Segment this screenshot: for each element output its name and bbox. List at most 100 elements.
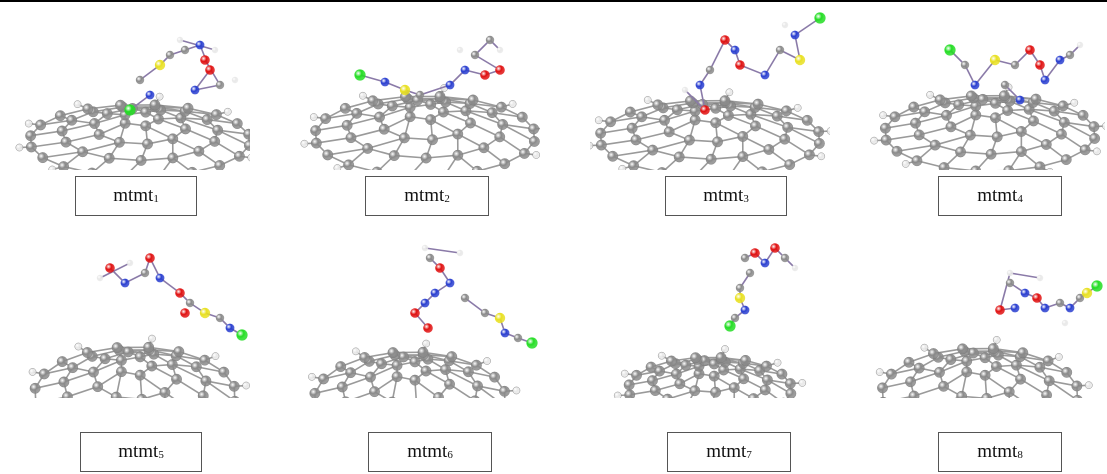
atom-o — [1025, 45, 1035, 55]
atom-o — [735, 60, 745, 70]
top-rule — [0, 0, 1107, 2]
atom-o — [1032, 293, 1042, 303]
atom-c — [425, 253, 435, 263]
atom-n — [120, 278, 130, 288]
atom-o — [175, 288, 185, 298]
atom-n — [760, 258, 770, 268]
label-subscript: 7 — [746, 449, 752, 461]
label-subscript: 4 — [1017, 193, 1023, 205]
atom-o — [205, 65, 215, 75]
atom-o — [750, 248, 760, 258]
molecule-render-2 — [300, 35, 540, 170]
structure-label-1: mtmt 1 — [75, 176, 197, 216]
atom-cl — [814, 12, 826, 24]
carbon-bowl — [28, 334, 250, 398]
atom-h — [176, 36, 184, 44]
carbon-bowl — [300, 84, 540, 170]
label-subscript: 1 — [153, 193, 159, 205]
structure-label-7: mtmt 7 — [667, 432, 791, 472]
atom-n — [1040, 75, 1050, 85]
atom-h — [681, 86, 689, 94]
label-base: mtmt — [977, 185, 1018, 206]
carbon-bowl — [613, 345, 807, 398]
atom-c — [480, 308, 490, 318]
structure-panel-3 — [590, 10, 830, 240]
atom-n — [760, 70, 770, 80]
atom-h — [1076, 41, 1084, 49]
adsorbed-molecule — [995, 269, 1103, 327]
atom-h — [456, 249, 464, 257]
atom-n — [420, 298, 430, 308]
adsorbed-molecule — [124, 36, 239, 116]
label-subscript: 2 — [444, 193, 450, 205]
atom-c — [1005, 278, 1015, 288]
adsorbed-molecule — [96, 253, 248, 341]
adsorbed-molecule — [681, 12, 826, 115]
atom-c — [775, 45, 785, 55]
atom-c — [215, 80, 225, 90]
atom-h — [1061, 319, 1069, 327]
label-base: mtmt — [404, 185, 445, 206]
atom-o — [495, 65, 505, 75]
atom-c — [470, 50, 480, 60]
carbon-bowl — [308, 339, 521, 398]
atom-c — [180, 45, 190, 55]
atom-n — [740, 305, 750, 315]
carbon-bowl — [15, 92, 250, 170]
atom-c — [960, 60, 970, 70]
atom-h — [456, 46, 464, 54]
atom-h — [211, 46, 219, 54]
atom-s — [989, 54, 1001, 66]
atom-o — [180, 308, 190, 318]
atom-cl — [724, 320, 736, 332]
atom-c — [135, 75, 145, 85]
atom-c — [1010, 60, 1020, 70]
atom-n — [195, 40, 205, 50]
atom-h — [791, 264, 799, 272]
molecule-render-5 — [28, 253, 250, 398]
atom-o — [1035, 60, 1045, 70]
adsorbed-molecule — [944, 41, 1084, 105]
atom-n — [225, 323, 235, 333]
atom-h — [421, 244, 429, 252]
atom-cl — [124, 104, 136, 116]
label-base: mtmt — [703, 185, 744, 206]
atom-c — [485, 35, 495, 45]
structure-label-6: mtmt 6 — [368, 432, 492, 472]
label-base: mtmt — [706, 441, 747, 462]
atom-n — [190, 85, 200, 95]
atom-h — [1036, 274, 1044, 282]
atom-o — [995, 305, 1005, 315]
atom-n — [145, 90, 155, 100]
atom-c — [415, 90, 425, 100]
adsorbed-molecule — [724, 243, 799, 332]
atom-n — [155, 273, 165, 283]
structure-panel-1 — [10, 10, 250, 240]
carbon-bowl — [590, 88, 830, 170]
atom-h — [96, 274, 104, 282]
atom-c — [215, 313, 225, 323]
atom-c — [1055, 298, 1065, 308]
carbon-bowl — [870, 83, 1105, 170]
structure-panel-7 — [590, 238, 830, 468]
adsorbed-molecule — [354, 35, 505, 100]
atom-c — [1000, 80, 1010, 90]
structure-label-5: mtmt 5 — [80, 432, 202, 472]
atom-n — [460, 65, 470, 75]
atom-c — [513, 333, 523, 343]
structure-panel-2 — [300, 10, 540, 240]
atom-h — [126, 259, 134, 267]
atom-n — [1065, 303, 1075, 313]
atom-c — [730, 313, 740, 323]
structure-label-8: mtmt 8 — [938, 432, 1062, 472]
structure-label-4: mtmt 4 — [938, 176, 1062, 216]
atom-n — [445, 278, 455, 288]
atom-n — [500, 328, 510, 338]
structure-panel-4 — [865, 10, 1105, 240]
atom-h — [231, 76, 239, 84]
atom-s — [794, 54, 806, 66]
atom-h — [496, 46, 504, 54]
atom-n — [730, 45, 740, 55]
atom-c — [1065, 50, 1075, 60]
atom-o — [700, 105, 710, 115]
